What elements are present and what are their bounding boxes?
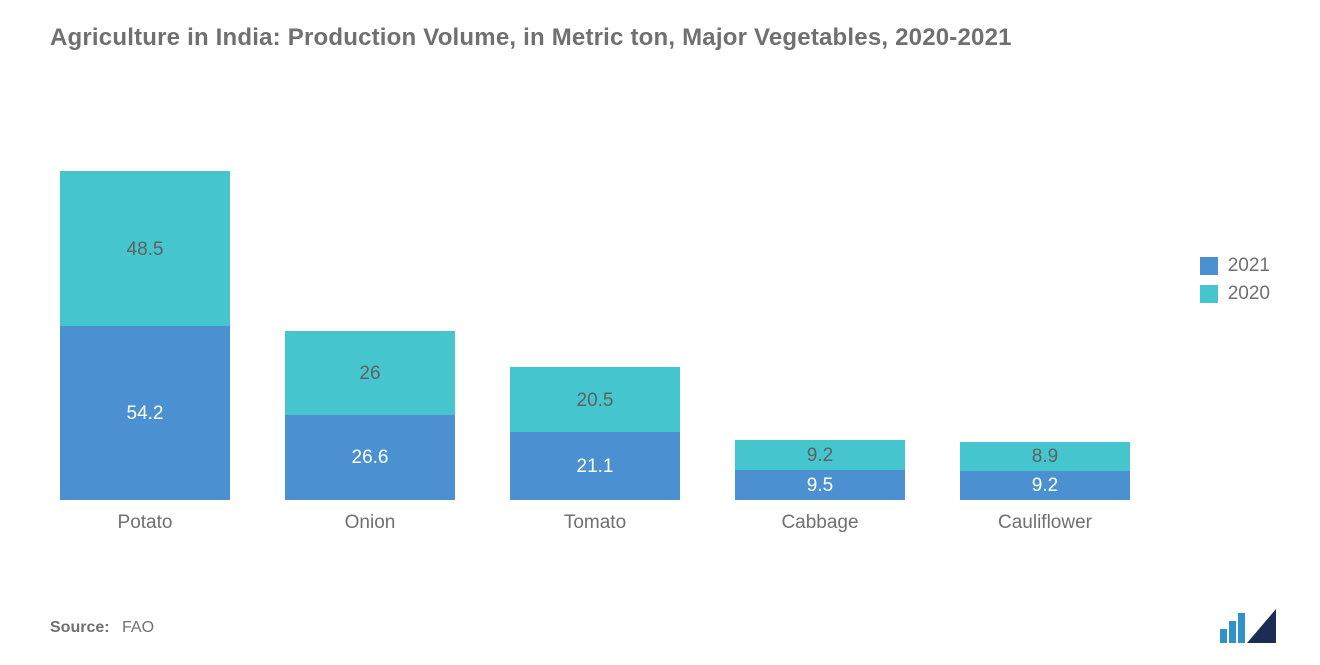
bar-segment bbox=[510, 367, 680, 433]
chart-title: Agriculture in India: Production Volume,… bbox=[50, 24, 1012, 52]
bar-segment bbox=[60, 171, 230, 326]
legend-swatch bbox=[1200, 285, 1218, 303]
category-label: Cabbage bbox=[735, 512, 905, 534]
bar-group: 54.248.5Potato bbox=[60, 171, 230, 500]
source-label: Source: bbox=[50, 619, 110, 636]
bar-segment bbox=[285, 331, 455, 414]
category-label: Onion bbox=[285, 512, 455, 534]
legend-label: 2020 bbox=[1228, 283, 1270, 305]
bar-segment bbox=[735, 440, 905, 469]
bar-group: 9.59.2Cabbage bbox=[735, 440, 905, 500]
category-label: Tomato bbox=[510, 512, 680, 534]
bar-group: 9.28.9Cauliflower bbox=[960, 442, 1130, 500]
bar-segment bbox=[735, 470, 905, 500]
category-label: Cauliflower bbox=[960, 512, 1130, 534]
legend-item: 2020 bbox=[1200, 283, 1270, 305]
legend-item: 2021 bbox=[1200, 255, 1270, 277]
plot-area: 54.248.5Potato 26.626Onion 21.120.5Tomato 9… bbox=[60, 170, 1130, 500]
legend-label: 2021 bbox=[1228, 255, 1270, 277]
source-line: Source: FAO bbox=[50, 619, 154, 637]
bar-segment bbox=[960, 471, 1130, 500]
bar-group: 21.120.5Tomato bbox=[510, 367, 680, 500]
category-label: Potato bbox=[60, 512, 230, 534]
bar-segment bbox=[285, 415, 455, 500]
legend: 2021 2020 bbox=[1200, 255, 1270, 311]
bar-segment bbox=[510, 432, 680, 500]
bar-group: 26.626Onion bbox=[285, 331, 455, 500]
source-value: FAO bbox=[122, 619, 154, 636]
chart-area: 54.248.5Potato 26.626Onion 21.120.5Tomato 9… bbox=[60, 170, 1130, 500]
legend-swatch bbox=[1200, 257, 1218, 275]
bar-segment bbox=[960, 442, 1130, 471]
brand-logo bbox=[1220, 609, 1276, 643]
bar-segment bbox=[60, 326, 230, 500]
